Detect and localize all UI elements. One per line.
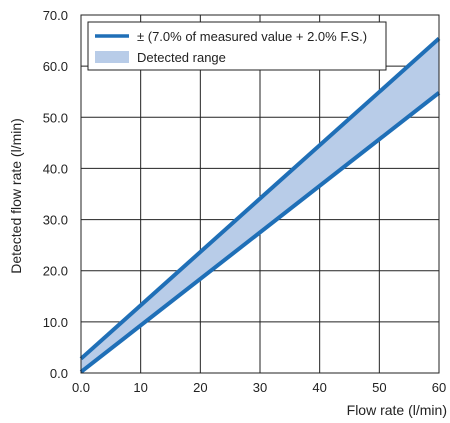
x-tick-label: 20 [193, 380, 207, 395]
y-tick-label: 30.0 [43, 213, 68, 228]
legend: ± (7.0% of measured value + 2.0% F.S.) D… [87, 21, 387, 71]
y-tick-label: 20.0 [43, 264, 68, 279]
legend-band-label: Detected range [137, 50, 226, 65]
x-tick-label: 50 [372, 380, 386, 395]
lower-limit-line [79, 91, 441, 374]
y-tick-label: 70.0 [43, 8, 68, 23]
y-tick-label: 10.0 [43, 315, 68, 330]
plot-frame [80, 14, 440, 374]
x-tick-label: 0.0 [72, 380, 90, 395]
upper-limit-line [79, 37, 441, 361]
x-tick-label: 40 [312, 380, 326, 395]
tolerance-lines [79, 37, 441, 374]
y-tick-label: 40.0 [43, 161, 68, 176]
x-tick-label: 30 [253, 380, 267, 395]
legend-box [87, 21, 387, 71]
y-axis-ticks: 0.0 10.0 20.0 30.0 40.0 50.0 60.0 70.0 [43, 8, 68, 381]
legend-line-label: ± (7.0% of measured value + 2.0% F.S.) [137, 29, 367, 44]
x-axis-title: Flow rate (l/min) [347, 402, 447, 418]
detected-range-band [81, 38, 439, 372]
legend-band-swatch [95, 51, 129, 63]
y-tick-label: 60.0 [43, 59, 68, 74]
x-tick-label: 10 [133, 380, 147, 395]
x-axis-ticks: 0.0 10 20 30 40 50 60 [72, 380, 446, 395]
y-axis-title: Detected flow rate (l/min) [8, 118, 24, 274]
y-tick-label: 0.0 [50, 366, 68, 381]
y-tick-label: 50.0 [43, 110, 68, 125]
x-tick-label: 60 [432, 380, 446, 395]
